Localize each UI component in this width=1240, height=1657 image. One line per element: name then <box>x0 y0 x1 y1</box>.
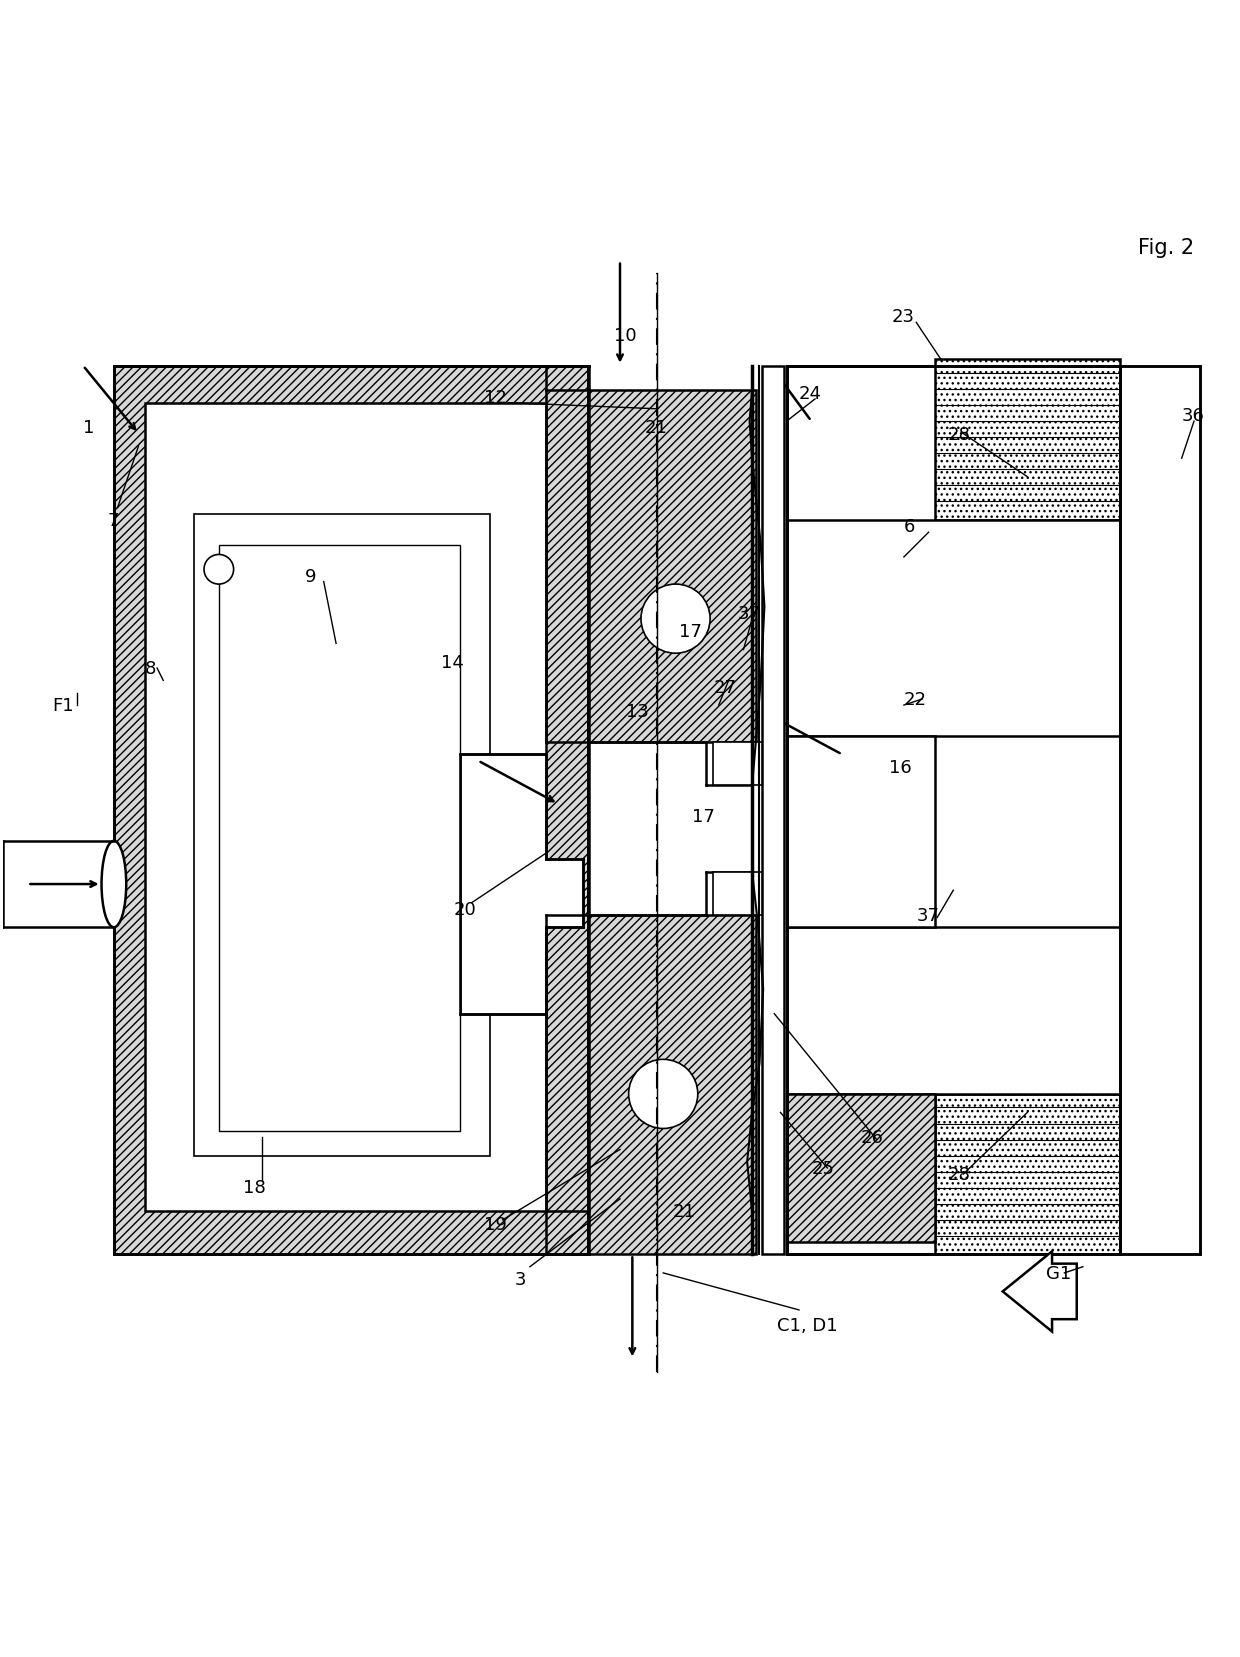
Text: 13: 13 <box>626 704 649 721</box>
Text: 17: 17 <box>692 809 714 827</box>
FancyBboxPatch shape <box>713 742 761 785</box>
Text: 7: 7 <box>108 512 119 530</box>
Circle shape <box>641 583 711 653</box>
Ellipse shape <box>102 840 126 928</box>
FancyBboxPatch shape <box>1120 366 1200 1254</box>
FancyBboxPatch shape <box>713 872 761 915</box>
Circle shape <box>629 1059 698 1128</box>
Text: 16: 16 <box>889 759 911 777</box>
Text: 14: 14 <box>441 655 464 673</box>
Text: 19: 19 <box>484 1216 507 1234</box>
FancyBboxPatch shape <box>195 514 490 1155</box>
Text: 21: 21 <box>673 1203 696 1221</box>
Text: 6: 6 <box>904 519 915 537</box>
Text: 28: 28 <box>947 426 970 444</box>
FancyBboxPatch shape <box>761 366 784 1254</box>
Text: 37: 37 <box>916 906 939 925</box>
Text: 20: 20 <box>454 901 476 920</box>
Text: Fig. 2: Fig. 2 <box>1138 239 1194 258</box>
Text: 21: 21 <box>645 419 667 437</box>
Text: G1: G1 <box>1045 1264 1071 1283</box>
Text: 10: 10 <box>614 326 636 345</box>
Bar <box>114 366 589 1254</box>
Text: 25: 25 <box>811 1160 835 1178</box>
FancyBboxPatch shape <box>218 545 460 1132</box>
FancyBboxPatch shape <box>786 736 935 928</box>
FancyBboxPatch shape <box>786 928 1120 1094</box>
Text: 36: 36 <box>1182 408 1204 426</box>
Bar <box>786 1094 935 1243</box>
Polygon shape <box>460 754 583 1014</box>
Text: 37: 37 <box>738 605 760 623</box>
Text: 26: 26 <box>861 1130 884 1147</box>
Text: 12: 12 <box>484 389 507 406</box>
FancyArrow shape <box>1003 1251 1076 1332</box>
Text: F1: F1 <box>52 698 74 716</box>
Text: 3: 3 <box>515 1271 527 1289</box>
Circle shape <box>205 555 233 583</box>
Text: 27: 27 <box>714 679 737 696</box>
Bar <box>589 391 756 742</box>
Text: 28: 28 <box>947 1167 970 1185</box>
FancyBboxPatch shape <box>145 403 546 1211</box>
Text: 24: 24 <box>799 384 822 403</box>
Text: 8: 8 <box>145 659 156 678</box>
Bar <box>935 360 1120 520</box>
Text: 17: 17 <box>680 623 702 641</box>
Text: 9: 9 <box>305 568 316 585</box>
FancyBboxPatch shape <box>786 520 1120 736</box>
Text: 18: 18 <box>243 1178 267 1196</box>
Text: C1, D1: C1, D1 <box>776 1317 837 1336</box>
Text: 23: 23 <box>892 308 915 326</box>
Bar <box>935 1094 1120 1254</box>
Bar <box>589 915 756 1254</box>
Text: 22: 22 <box>904 691 928 709</box>
Text: 1: 1 <box>83 419 94 437</box>
